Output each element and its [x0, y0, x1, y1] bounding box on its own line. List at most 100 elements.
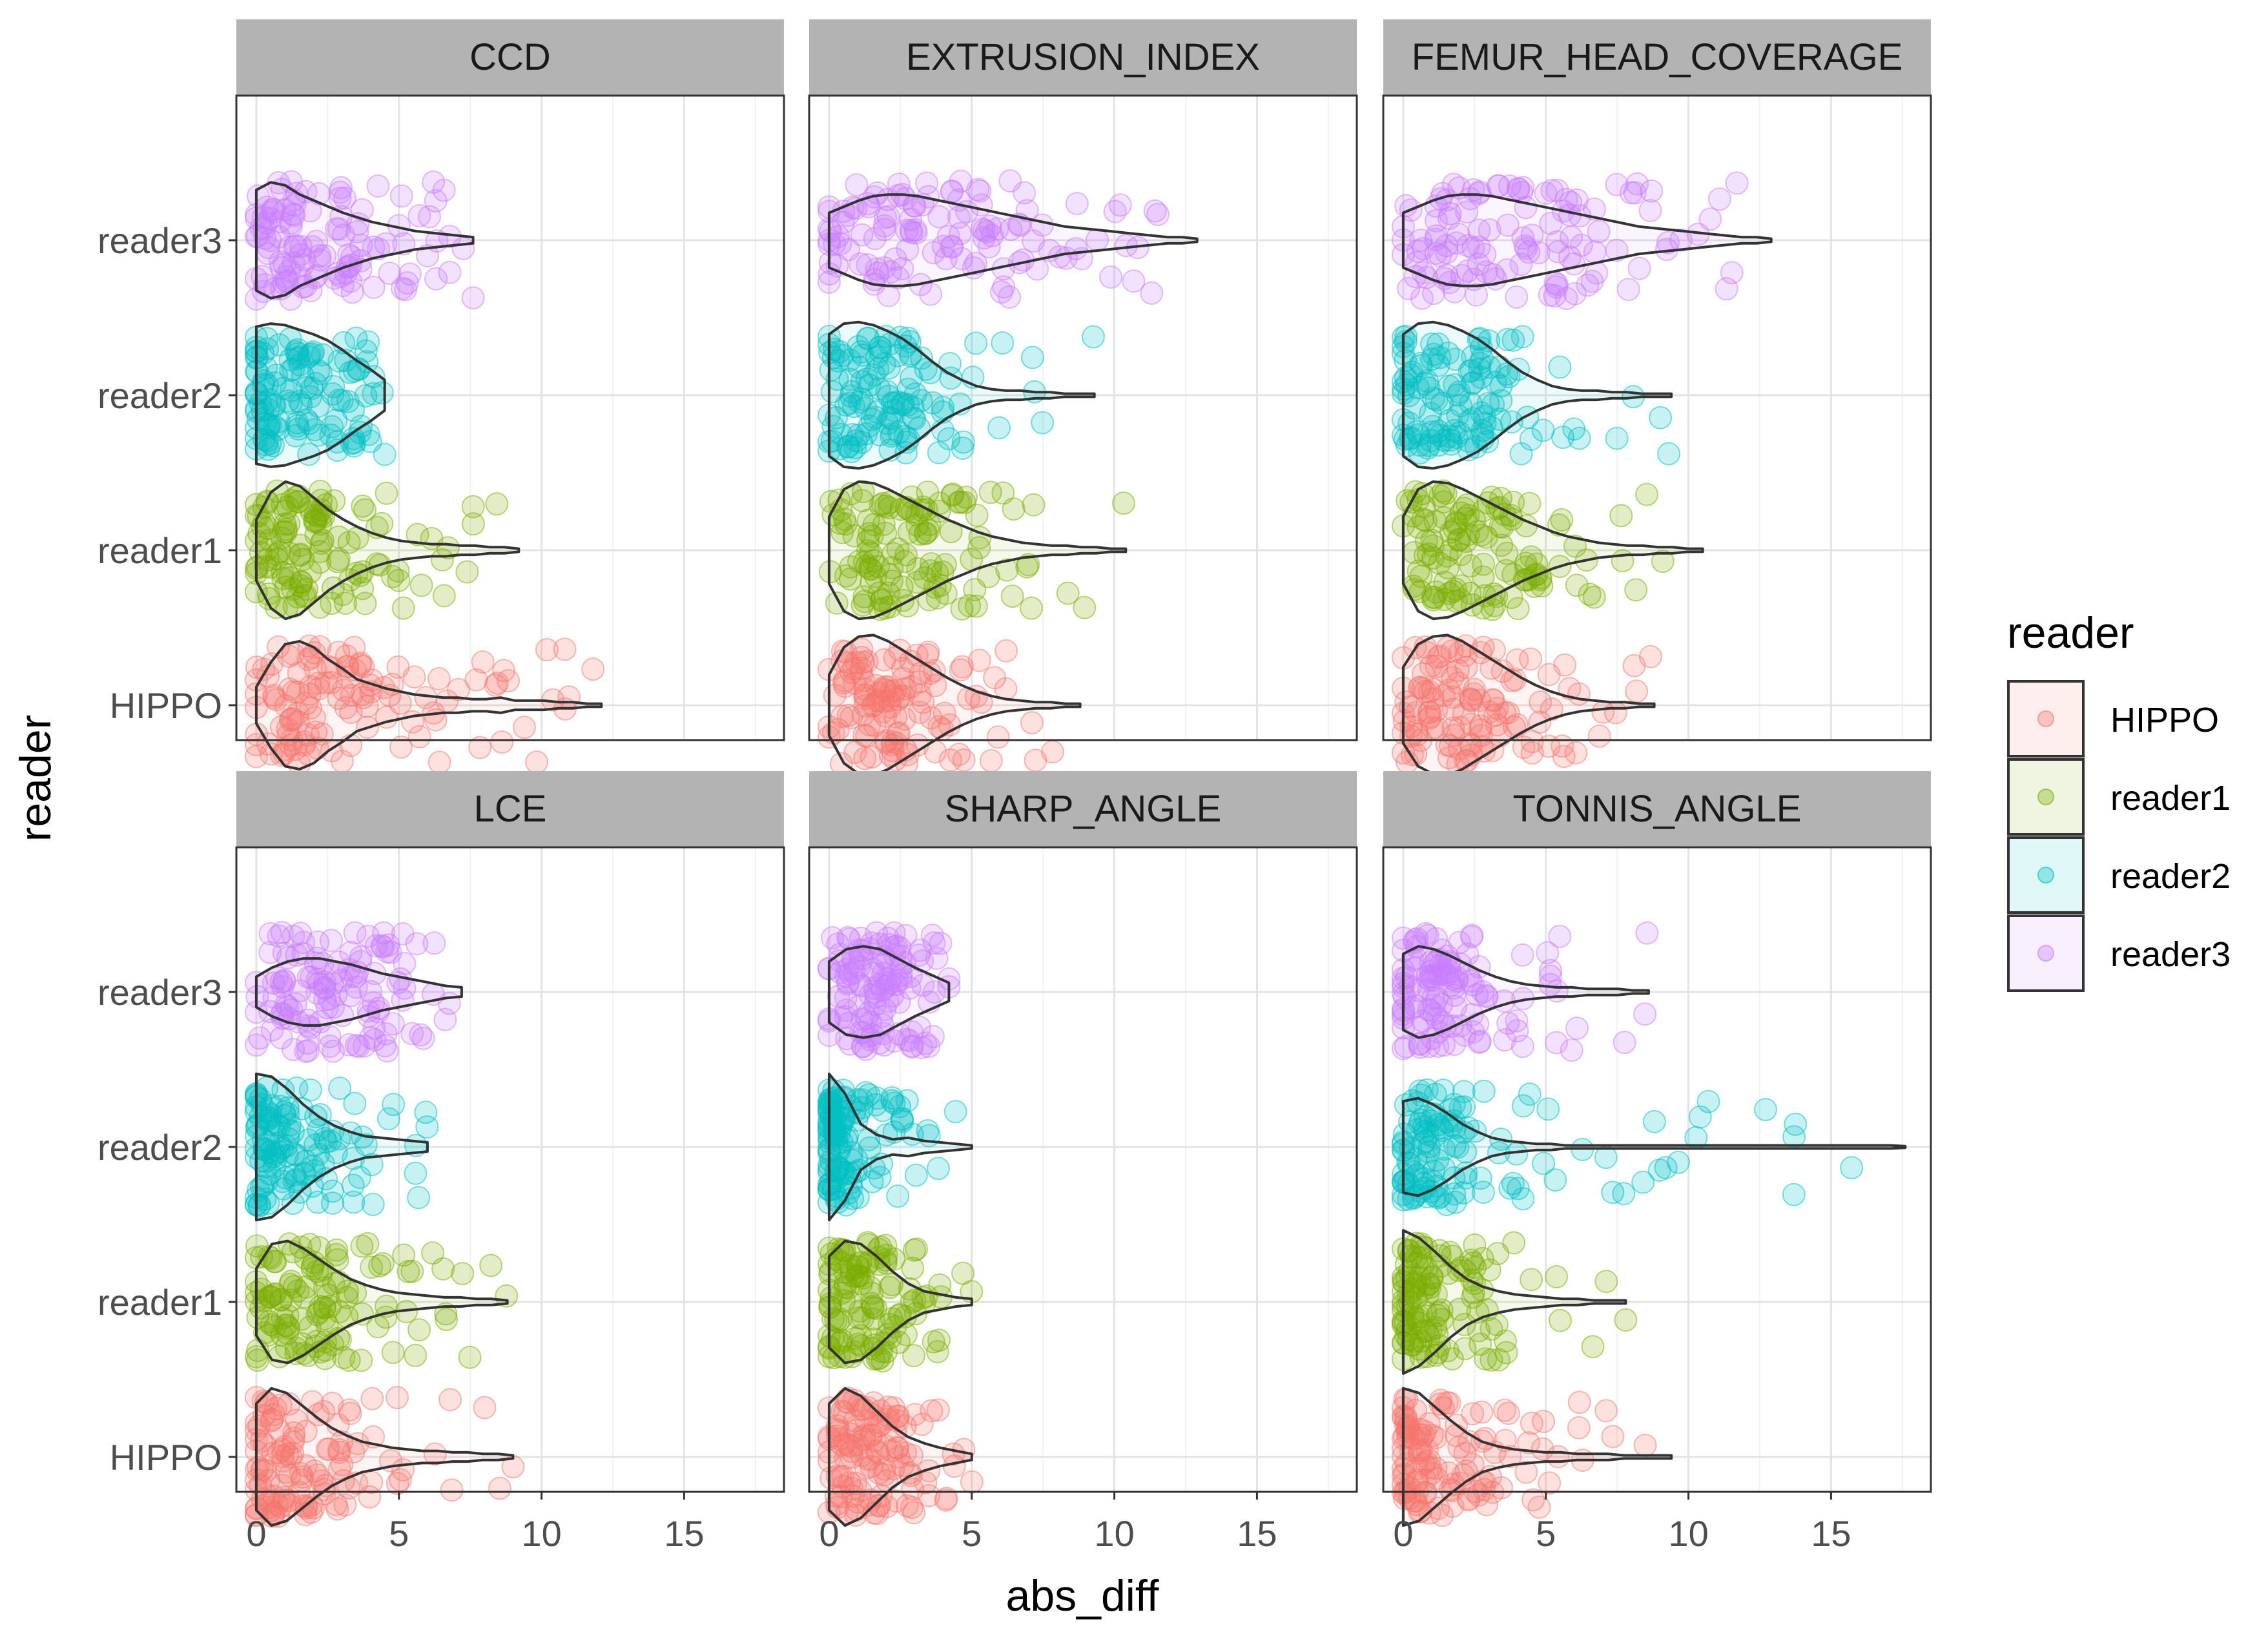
facet-strip: [236, 19, 784, 96]
jitter-point: [1530, 574, 1554, 598]
jitter-point: [1627, 256, 1651, 280]
jitter-point: [407, 1318, 431, 1342]
jitter-point: [1545, 1265, 1569, 1288]
jitter-point: [432, 178, 456, 202]
violin-group-reader3: [244, 170, 485, 311]
jitter-point: [1506, 597, 1530, 621]
panel-femur-head-coverage: FEMUR_HEAD_COVERAGE: [1382, 19, 1932, 777]
legend-key-point: [2037, 789, 2054, 805]
facet-strip: [809, 19, 1357, 96]
jitter-point: [1020, 596, 1044, 620]
legend-key-point: [2037, 710, 2054, 727]
jitter-point: [258, 922, 282, 945]
jitter-point: [281, 707, 305, 731]
jitter-point: [1020, 711, 1044, 735]
jitter-point: [378, 940, 402, 964]
jitter-point: [1551, 734, 1574, 758]
jitter-point: [313, 1347, 337, 1370]
jitter-point: [991, 481, 1015, 505]
jitter-point: [362, 275, 386, 299]
jitter-point: [1548, 355, 1572, 379]
jitter-point: [1623, 181, 1647, 205]
jitter-point: [274, 269, 298, 293]
jitter-point: [1550, 508, 1574, 532]
jitter-point: [916, 1119, 940, 1142]
legend-item-reader1: reader1: [2007, 758, 2231, 836]
jitter-point: [1549, 1308, 1572, 1332]
jitter-point: [1538, 1471, 1562, 1495]
jitter-point: [340, 280, 364, 304]
legend: reader HIPPO reader1 reader2 reader3: [2007, 608, 2231, 992]
jitter-point: [858, 557, 881, 580]
x-tick-label: 0: [1393, 1513, 1413, 1554]
jitter-point: [953, 491, 976, 515]
jitter-point: [402, 665, 426, 689]
y-tick-label: reader3: [98, 972, 222, 1013]
x-tick-label: 10: [1668, 1513, 1708, 1554]
jitter-point: [392, 232, 416, 256]
jitter-point: [919, 552, 943, 575]
jitter-point: [1065, 192, 1089, 216]
jitter-point: [313, 244, 337, 268]
jitter-point: [300, 377, 324, 400]
jitter-point: [889, 497, 913, 521]
jitter-point: [938, 748, 962, 772]
jitter-point: [553, 637, 577, 661]
jitter-point: [1460, 924, 1484, 947]
jitter-point: [1024, 748, 1047, 772]
jitter-point: [406, 522, 429, 546]
jitter-point: [432, 584, 456, 608]
jitter-point: [282, 357, 305, 381]
y-tick-label: HIPPO: [110, 1437, 222, 1478]
jitter-point: [327, 349, 351, 373]
jitter-point: [409, 573, 433, 597]
jitter-point: [958, 593, 982, 617]
jitter-point: [986, 725, 1010, 749]
jitter-point: [1635, 482, 1659, 506]
jitter-point: [1667, 1150, 1690, 1174]
jitter-point: [1441, 172, 1465, 196]
jitter-point: [1002, 497, 1026, 521]
jitter-point: [358, 1485, 382, 1509]
jitter-point: [964, 594, 988, 618]
jitter-point: [1594, 1270, 1618, 1294]
jitter-point: [951, 430, 975, 454]
jitter-point: [1536, 1097, 1560, 1121]
jitter-point: [333, 1493, 357, 1517]
jitter-point: [853, 686, 877, 710]
jitter-point: [902, 1238, 926, 1262]
jitter-point: [366, 174, 390, 198]
jitter-point: [949, 169, 973, 193]
jitter-point: [435, 1308, 459, 1332]
jitter-point: [1635, 921, 1659, 945]
jitter-point: [458, 1345, 482, 1369]
jitter-point: [404, 1343, 428, 1367]
jitter-point: [1463, 1233, 1487, 1257]
jitter-point: [891, 1109, 914, 1133]
legend-item-reader2: reader2: [2007, 836, 2231, 914]
jitter-point: [298, 1078, 322, 1102]
jitter-point: [370, 511, 394, 535]
jitter-point: [964, 331, 988, 355]
jitter-point: [1493, 1398, 1516, 1422]
jitter-point: [407, 204, 431, 227]
jitter-point: [1469, 1332, 1492, 1356]
jitter-point: [995, 639, 1018, 663]
jitter-point: [891, 657, 914, 681]
jitter-point: [391, 596, 415, 620]
jitter-point: [269, 715, 293, 739]
jitter-point: [387, 568, 411, 592]
jitter-point: [244, 1033, 268, 1057]
jitter-point: [345, 220, 369, 243]
jitter-point: [1073, 595, 1097, 619]
jitter-point: [427, 667, 451, 690]
jitter-point: [1782, 1182, 1806, 1206]
jitter-point: [917, 1484, 941, 1507]
x-tick-label: 5: [1536, 1513, 1556, 1554]
jitter-point: [1696, 1089, 1720, 1113]
jitter-point: [995, 558, 1019, 582]
jitter-point: [991, 331, 1015, 355]
jitter-point: [1510, 1035, 1534, 1058]
jitter-point: [433, 1007, 457, 1031]
jitter-point: [389, 735, 413, 759]
